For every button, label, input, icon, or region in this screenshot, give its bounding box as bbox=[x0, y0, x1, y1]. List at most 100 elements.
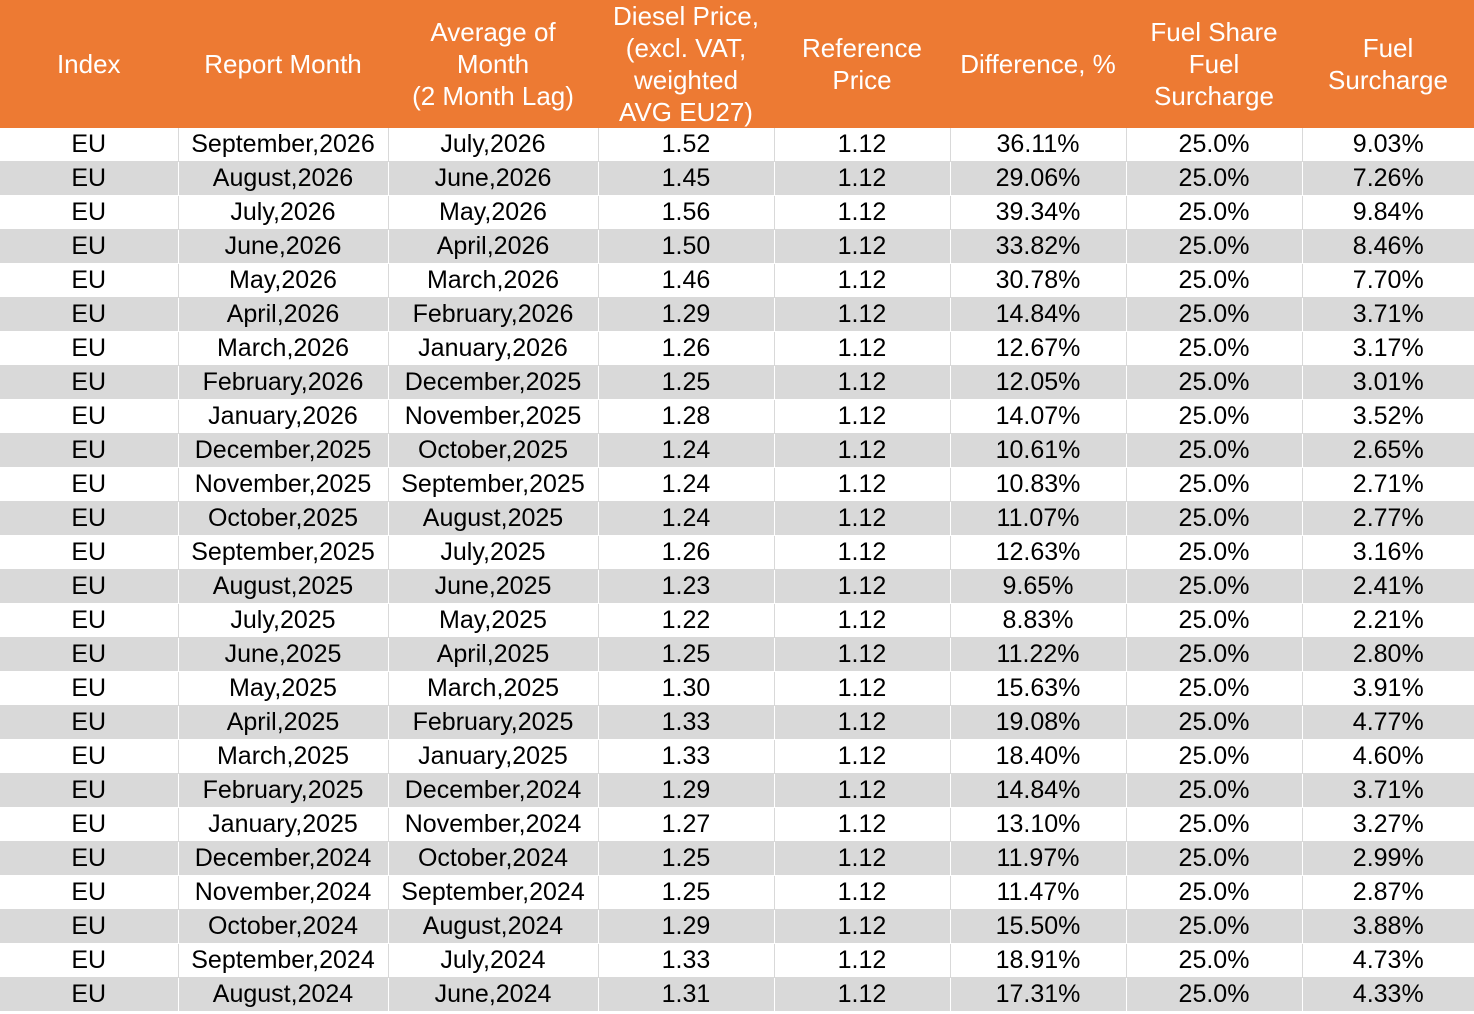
cell-fuel-share[interactable]: 25.0% bbox=[1126, 161, 1303, 196]
cell-difference-pct[interactable]: 12.67% bbox=[950, 331, 1127, 366]
cell-fuel-share[interactable]: 25.0% bbox=[1126, 263, 1303, 298]
cell-fuel-surcharge[interactable]: 2.80% bbox=[1302, 637, 1474, 672]
cell-diesel-price[interactable]: 1.33 bbox=[598, 739, 775, 774]
cell-report-month[interactable]: May,2025 bbox=[178, 671, 389, 706]
cell-index[interactable]: EU bbox=[0, 671, 179, 706]
cell-difference-pct[interactable]: 11.07% bbox=[950, 501, 1127, 536]
cell-diesel-price[interactable]: 1.56 bbox=[598, 195, 775, 230]
cell-reference-price[interactable]: 1.12 bbox=[774, 467, 951, 502]
cell-index[interactable]: EU bbox=[0, 909, 179, 944]
cell-reference-price[interactable]: 1.12 bbox=[774, 501, 951, 536]
cell-index[interactable]: EU bbox=[0, 739, 179, 774]
cell-difference-pct[interactable]: 10.83% bbox=[950, 467, 1127, 502]
cell-average-of-month[interactable]: February,2025 bbox=[388, 705, 599, 740]
cell-fuel-surcharge[interactable]: 4.33% bbox=[1302, 977, 1474, 1012]
cell-fuel-share[interactable]: 25.0% bbox=[1126, 331, 1303, 366]
cell-reference-price[interactable]: 1.12 bbox=[774, 365, 951, 400]
cell-diesel-price[interactable]: 1.29 bbox=[598, 297, 775, 332]
cell-reference-price[interactable]: 1.12 bbox=[774, 807, 951, 842]
cell-fuel-surcharge[interactable]: 2.77% bbox=[1302, 501, 1474, 536]
cell-fuel-surcharge[interactable]: 4.73% bbox=[1302, 943, 1474, 978]
cell-reference-price[interactable]: 1.12 bbox=[774, 229, 951, 264]
cell-report-month[interactable]: November,2024 bbox=[178, 875, 389, 910]
cell-fuel-surcharge[interactable]: 4.60% bbox=[1302, 739, 1474, 774]
cell-report-month[interactable]: February,2025 bbox=[178, 773, 389, 808]
cell-diesel-price[interactable]: 1.29 bbox=[598, 909, 775, 944]
cell-diesel-price[interactable]: 1.24 bbox=[598, 467, 775, 502]
cell-fuel-surcharge[interactable]: 7.70% bbox=[1302, 263, 1474, 298]
column-header-average-of-month[interactable]: Average of Month (2 Month Lag) bbox=[388, 0, 599, 128]
cell-diesel-price[interactable]: 1.28 bbox=[598, 399, 775, 434]
cell-index[interactable]: EU bbox=[0, 841, 179, 876]
cell-fuel-share[interactable]: 25.0% bbox=[1126, 195, 1303, 230]
cell-fuel-share[interactable]: 25.0% bbox=[1126, 229, 1303, 264]
cell-fuel-surcharge[interactable]: 2.41% bbox=[1302, 569, 1474, 604]
cell-average-of-month[interactable]: April,2026 bbox=[388, 229, 599, 264]
cell-index[interactable]: EU bbox=[0, 705, 179, 740]
cell-diesel-price[interactable]: 1.33 bbox=[598, 943, 775, 978]
cell-report-month[interactable]: April,2026 bbox=[178, 297, 389, 332]
cell-index[interactable]: EU bbox=[0, 943, 179, 978]
cell-index[interactable]: EU bbox=[0, 195, 179, 230]
cell-fuel-share[interactable]: 25.0% bbox=[1126, 399, 1303, 434]
cell-fuel-surcharge[interactable]: 2.87% bbox=[1302, 875, 1474, 910]
cell-difference-pct[interactable]: 12.05% bbox=[950, 365, 1127, 400]
cell-fuel-surcharge[interactable]: 3.91% bbox=[1302, 671, 1474, 706]
column-header-fuel-share[interactable]: Fuel Share Fuel Surcharge bbox=[1126, 0, 1303, 128]
cell-fuel-surcharge[interactable]: 3.52% bbox=[1302, 399, 1474, 434]
cell-average-of-month[interactable]: November,2025 bbox=[388, 399, 599, 434]
cell-report-month[interactable]: August,2024 bbox=[178, 977, 389, 1012]
cell-difference-pct[interactable]: 14.84% bbox=[950, 773, 1127, 808]
cell-difference-pct[interactable]: 30.78% bbox=[950, 263, 1127, 298]
cell-diesel-price[interactable]: 1.26 bbox=[598, 331, 775, 366]
cell-index[interactable]: EU bbox=[0, 773, 179, 808]
cell-fuel-surcharge[interactable]: 2.71% bbox=[1302, 467, 1474, 502]
cell-diesel-price[interactable]: 1.52 bbox=[598, 128, 775, 162]
cell-fuel-surcharge[interactable]: 4.77% bbox=[1302, 705, 1474, 740]
cell-diesel-price[interactable]: 1.24 bbox=[598, 501, 775, 536]
cell-average-of-month[interactable]: March,2026 bbox=[388, 263, 599, 298]
cell-reference-price[interactable]: 1.12 bbox=[774, 399, 951, 434]
cell-difference-pct[interactable]: 18.40% bbox=[950, 739, 1127, 774]
cell-average-of-month[interactable]: October,2025 bbox=[388, 433, 599, 468]
cell-average-of-month[interactable]: June,2025 bbox=[388, 569, 599, 604]
cell-fuel-share[interactable]: 25.0% bbox=[1126, 909, 1303, 944]
cell-average-of-month[interactable]: March,2025 bbox=[388, 671, 599, 706]
cell-report-month[interactable]: January,2026 bbox=[178, 399, 389, 434]
cell-average-of-month[interactable]: December,2024 bbox=[388, 773, 599, 808]
cell-diesel-price[interactable]: 1.46 bbox=[598, 263, 775, 298]
cell-reference-price[interactable]: 1.12 bbox=[774, 943, 951, 978]
cell-report-month[interactable]: July,2025 bbox=[178, 603, 389, 638]
cell-difference-pct[interactable]: 14.07% bbox=[950, 399, 1127, 434]
cell-report-month[interactable]: July,2026 bbox=[178, 195, 389, 230]
column-header-index[interactable]: Index bbox=[0, 0, 179, 128]
cell-fuel-share[interactable]: 25.0% bbox=[1126, 501, 1303, 536]
cell-average-of-month[interactable]: June,2026 bbox=[388, 161, 599, 196]
column-header-fuel-surcharge[interactable]: Fuel Surcharge bbox=[1302, 0, 1474, 128]
cell-index[interactable]: EU bbox=[0, 161, 179, 196]
cell-index[interactable]: EU bbox=[0, 807, 179, 842]
column-header-report-month[interactable]: Report Month bbox=[178, 0, 389, 128]
cell-index[interactable]: EU bbox=[0, 875, 179, 910]
cell-index[interactable]: EU bbox=[0, 535, 179, 570]
cell-difference-pct[interactable]: 19.08% bbox=[950, 705, 1127, 740]
cell-index[interactable]: EU bbox=[0, 331, 179, 366]
cell-fuel-surcharge[interactable]: 2.21% bbox=[1302, 603, 1474, 638]
cell-fuel-surcharge[interactable]: 3.01% bbox=[1302, 365, 1474, 400]
cell-fuel-share[interactable]: 25.0% bbox=[1126, 128, 1303, 162]
cell-difference-pct[interactable]: 8.83% bbox=[950, 603, 1127, 638]
column-header-diesel-price[interactable]: Diesel Price, (excl. VAT, weighted AVG EU27… bbox=[598, 0, 775, 128]
cell-index[interactable]: EU bbox=[0, 399, 179, 434]
cell-average-of-month[interactable]: August,2025 bbox=[388, 501, 599, 536]
cell-report-month[interactable]: December,2024 bbox=[178, 841, 389, 876]
column-header-reference-price[interactable]: Reference Price bbox=[774, 0, 951, 128]
cell-fuel-surcharge[interactable]: 7.26% bbox=[1302, 161, 1474, 196]
cell-fuel-share[interactable]: 25.0% bbox=[1126, 365, 1303, 400]
cell-difference-pct[interactable]: 15.50% bbox=[950, 909, 1127, 944]
cell-average-of-month[interactable]: October,2024 bbox=[388, 841, 599, 876]
cell-reference-price[interactable]: 1.12 bbox=[774, 671, 951, 706]
cell-average-of-month[interactable]: September,2025 bbox=[388, 467, 599, 502]
cell-reference-price[interactable]: 1.12 bbox=[774, 297, 951, 332]
cell-difference-pct[interactable]: 39.34% bbox=[950, 195, 1127, 230]
cell-fuel-share[interactable]: 25.0% bbox=[1126, 943, 1303, 978]
